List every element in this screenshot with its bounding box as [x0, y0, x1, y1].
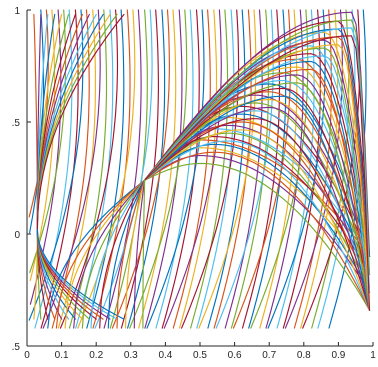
- x-tick-label: 0.6: [228, 350, 242, 361]
- plot-area: [27, 9, 373, 346]
- trajectory-descending: [163, 9, 222, 329]
- trajectory-rising-arc: [144, 95, 371, 311]
- trajectory-curves: [28, 9, 371, 329]
- x-tick-label: 0.1: [55, 350, 69, 361]
- x-tick-label: 0.9: [331, 350, 345, 361]
- trajectory-rising-arc: [144, 19, 371, 275]
- trajectory-into-node: [99, 179, 146, 329]
- trajectory-into-node: [47, 179, 146, 329]
- trajectory-descending: [250, 9, 309, 329]
- y-tick-label: 1: [14, 6, 20, 17]
- trajectory-descending: [172, 9, 211, 329]
- y-axis-ticks: 1 .5 0 .5: [12, 6, 31, 353]
- trajectory-rising-arc: [144, 151, 371, 311]
- trajectory-descending: [207, 9, 246, 329]
- trajectory-into-node: [107, 179, 146, 329]
- x-axis-ticks: 0 0.1 0.2 0.3 0.4 0.5 0.6 0.7 0.8 0.9 1: [24, 342, 376, 361]
- trajectory-rising-arc: [144, 82, 371, 311]
- trajectory-descending: [86, 9, 125, 329]
- trajectory-left-lower: [36, 228, 125, 320]
- trajectory-descending: [29, 9, 56, 281]
- trajectory-into-node: [73, 179, 146, 329]
- trajectory-descending: [190, 9, 229, 329]
- trajectory-descending: [94, 9, 153, 329]
- trajectory-rising-arc: [144, 11, 371, 257]
- trajectory-rising-arc: [144, 35, 371, 311]
- trajectory-into-node: [81, 179, 146, 329]
- trajectory-rising-arc: [144, 106, 371, 311]
- trajectory-descending: [29, 9, 45, 234]
- trajectory-descending: [42, 9, 101, 329]
- trajectory-rising-arc: [144, 27, 371, 293]
- trajectory-rising-arc: [144, 140, 371, 311]
- trajectory-into-node: [133, 179, 146, 329]
- trajectory-into-node: [116, 179, 146, 329]
- trajectory-into-node: [55, 179, 146, 329]
- trajectory-descending: [241, 9, 281, 329]
- x-tick-label: 1: [370, 350, 376, 361]
- trajectory-left-upper: [36, 13, 125, 231]
- trajectory-rising-arc: [144, 118, 371, 311]
- trajectory-descending: [155, 9, 194, 329]
- x-tick-label: 0.4: [158, 350, 172, 361]
- trajectory-rising-arc: [144, 143, 371, 293]
- trajectory-into-node: [125, 179, 146, 329]
- trajectory-descending: [59, 9, 119, 329]
- x-tick-label: 0.5: [193, 350, 207, 361]
- trajectory-descending: [232, 9, 292, 329]
- trajectory-into-node: [90, 179, 146, 329]
- trajectory-descending: [103, 9, 142, 329]
- trajectory-into-node: [64, 179, 146, 329]
- trajectory-descending: [146, 9, 205, 329]
- trajectory-rising-arc: [144, 68, 371, 311]
- trajectory-descending: [29, 9, 67, 273]
- x-tick-label: 0.2: [89, 350, 103, 361]
- trajectory-rising-arc: [144, 53, 371, 275]
- x-tick-label: 0.3: [124, 350, 138, 361]
- trajectory-descending: [129, 9, 188, 329]
- x-tick-label: 0: [24, 350, 30, 361]
- y-tick-label: .5: [12, 342, 21, 353]
- trajectory-descending: [181, 9, 240, 329]
- x-tick-label: 0.7: [262, 350, 276, 361]
- y-tick-label: 0: [14, 230, 20, 241]
- trajectory-rising-arc: [144, 129, 371, 311]
- trajectory-rising-arc: [144, 162, 371, 311]
- trajectory-into-node: [142, 179, 146, 329]
- x-tick-label: 0.8: [297, 350, 311, 361]
- y-tick-label: .5: [12, 118, 21, 129]
